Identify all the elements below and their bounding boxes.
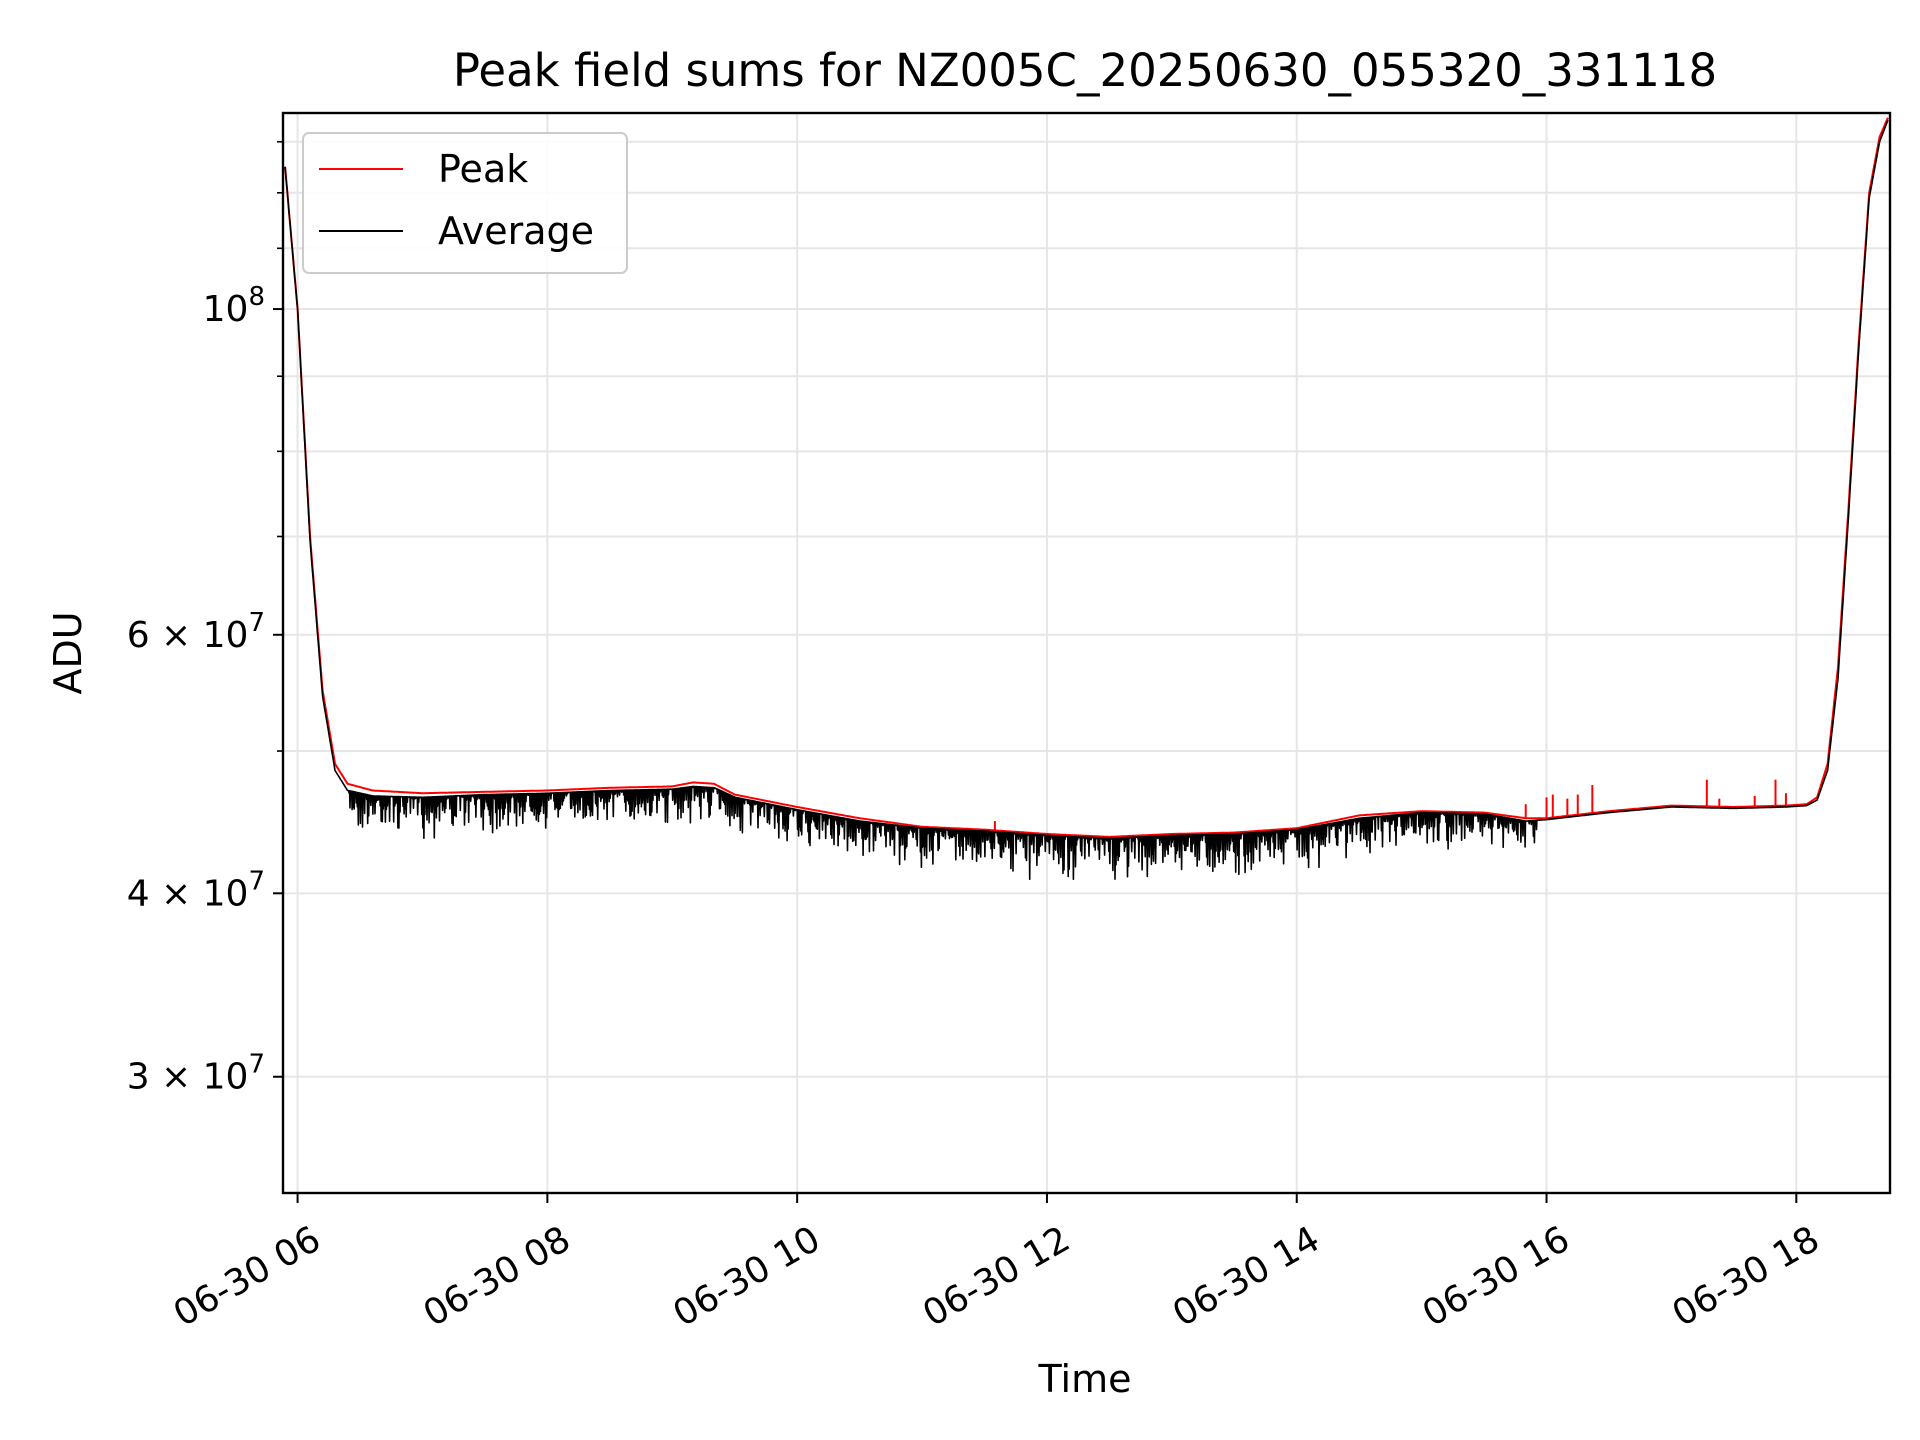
- y-tick-label: 6 × 107: [127, 608, 265, 656]
- legend-label-average: Average: [438, 209, 594, 253]
- legend-label-peak: Peak: [438, 147, 528, 191]
- chart-title: Peak field sums for NZ005C_20250630_0553…: [453, 44, 1717, 97]
- y-tick-label: 3 × 107: [127, 1050, 265, 1098]
- plot-area: [284, 117, 1889, 880]
- grid: [283, 113, 1890, 1193]
- legend: Peak Average: [302, 132, 628, 274]
- x-axis-label: Time: [1038, 1357, 1132, 1401]
- y-axis-label: ADU: [46, 611, 90, 694]
- y-tick-label: 108: [203, 282, 265, 330]
- axes-frame: [281, 111, 1892, 1195]
- y-tick-label: 4 × 107: [127, 866, 265, 914]
- series-line-average: [284, 119, 1889, 880]
- series-line-peak: [284, 117, 1889, 838]
